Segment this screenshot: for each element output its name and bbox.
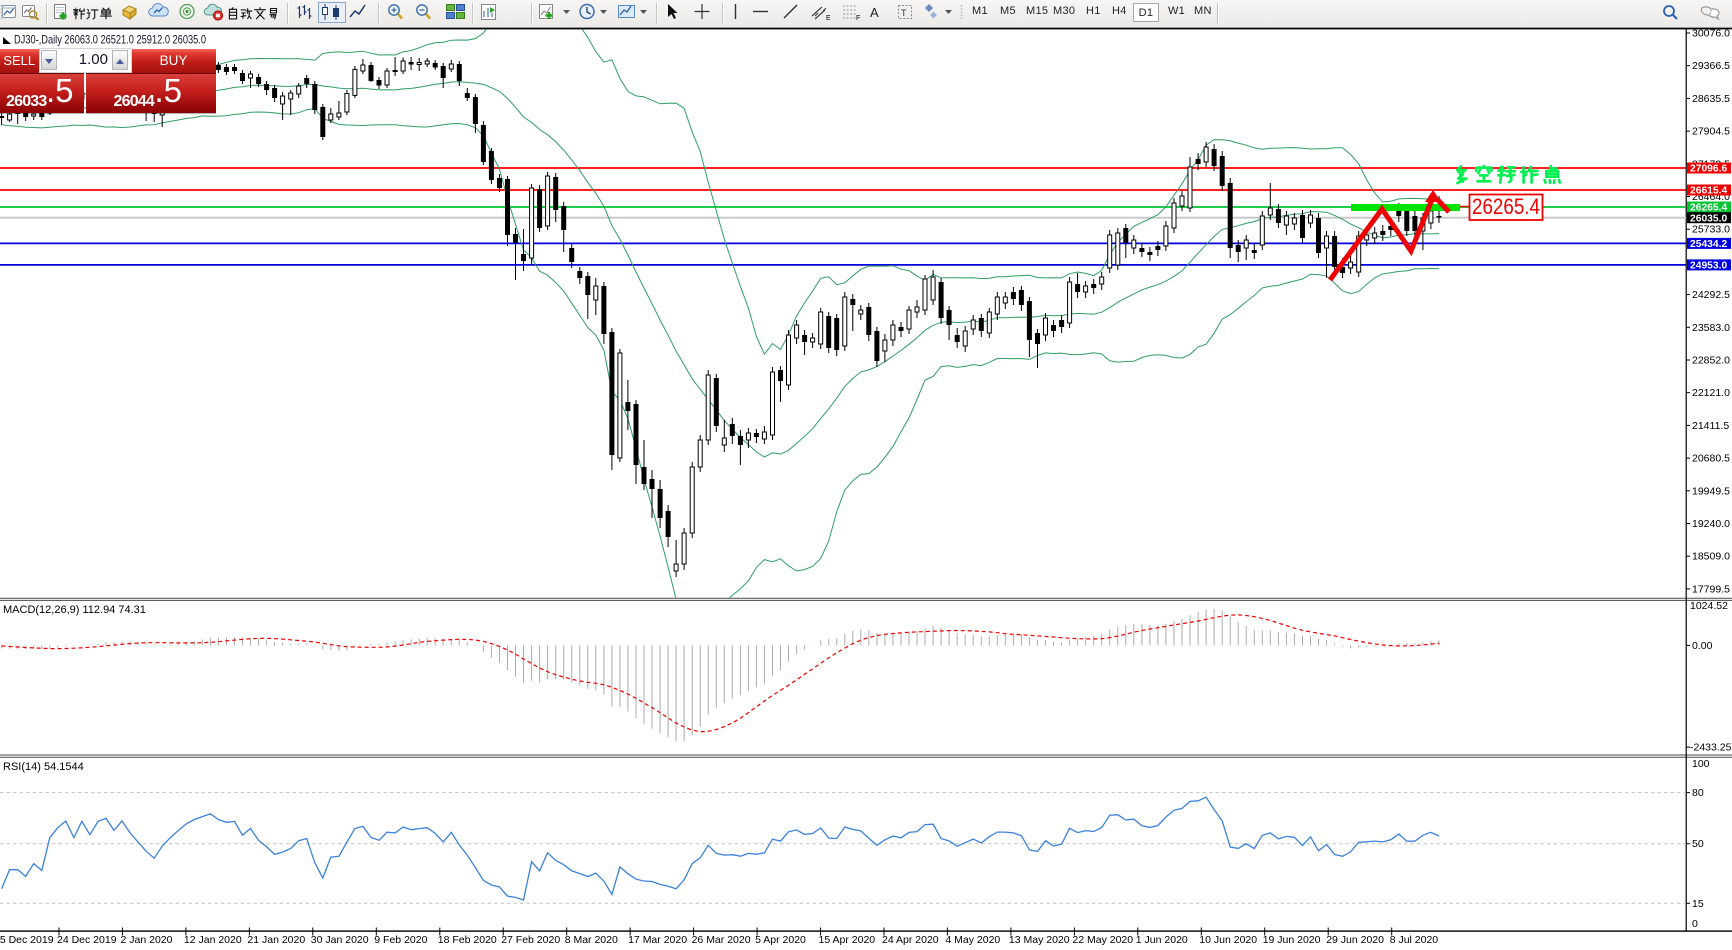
svg-text:0.00: 0.00 bbox=[1692, 640, 1713, 652]
svg-text:F: F bbox=[856, 15, 860, 22]
svg-text:13 May 2020: 13 May 2020 bbox=[1009, 934, 1070, 946]
svg-text:1 Jun 2020: 1 Jun 2020 bbox=[1136, 934, 1188, 946]
svg-text:22852.0: 22852.0 bbox=[1692, 355, 1730, 367]
svg-text:28635.5: 28635.5 bbox=[1692, 93, 1730, 105]
svg-text:26035.0: 26035.0 bbox=[1690, 213, 1727, 224]
svg-text:4 May 2020: 4 May 2020 bbox=[945, 934, 1000, 946]
svg-text:DJ30-,Daily 26063.0 26521.0 2: DJ30-,Daily 26063.0 26521.0 25912.0 2603… bbox=[14, 33, 206, 47]
svg-text:19 Jun 2020: 19 Jun 2020 bbox=[1263, 934, 1321, 946]
svg-text:26 Mar 2020: 26 Mar 2020 bbox=[692, 934, 751, 946]
svg-text:0: 0 bbox=[1692, 918, 1698, 930]
svg-text:MACD(12,26,9) 112.94 74.31: MACD(12,26,9) 112.94 74.31 bbox=[3, 604, 146, 616]
svg-text:24292.5: 24292.5 bbox=[1692, 289, 1730, 301]
svg-text:15 Dec 2019: 15 Dec 2019 bbox=[0, 934, 54, 946]
svg-text:2 Jan 2020: 2 Jan 2020 bbox=[121, 934, 173, 946]
svg-text:10 Jun 2020: 10 Jun 2020 bbox=[1199, 934, 1257, 946]
svg-text:30 Jan 2020: 30 Jan 2020 bbox=[311, 934, 369, 946]
svg-text:5 Apr 2020: 5 Apr 2020 bbox=[755, 934, 806, 946]
svg-text:18 Feb 2020: 18 Feb 2020 bbox=[438, 934, 497, 946]
svg-text:A: A bbox=[870, 5, 879, 20]
svg-text:19240.0: 19240.0 bbox=[1692, 518, 1730, 530]
svg-text:27 Feb 2020: 27 Feb 2020 bbox=[501, 934, 560, 946]
svg-text:21411.5: 21411.5 bbox=[1692, 420, 1729, 432]
svg-text:8 Jul 2020: 8 Jul 2020 bbox=[1390, 934, 1439, 946]
svg-text:17799.5: 17799.5 bbox=[1692, 583, 1730, 595]
svg-text:26265.4: 26265.4 bbox=[1690, 203, 1727, 214]
svg-text:27096.6: 27096.6 bbox=[1690, 164, 1727, 175]
svg-text:23583.0: 23583.0 bbox=[1692, 322, 1730, 334]
svg-text:26265.4: 26265.4 bbox=[1472, 194, 1540, 219]
svg-text:T: T bbox=[901, 8, 907, 18]
svg-text:22121.0: 22121.0 bbox=[1692, 387, 1730, 399]
svg-text:24 Dec 2019: 24 Dec 2019 bbox=[57, 934, 117, 946]
svg-text:15 Apr 2020: 15 Apr 2020 bbox=[819, 934, 876, 946]
svg-text:E: E bbox=[826, 15, 831, 22]
svg-text:27904.5: 27904.5 bbox=[1692, 126, 1730, 138]
svg-text:1024.52: 1024.52 bbox=[1690, 600, 1728, 612]
svg-text:RSI(14) 54.1544: RSI(14) 54.1544 bbox=[3, 761, 84, 773]
svg-text:24953.0: 24953.0 bbox=[1690, 261, 1727, 272]
svg-text:20680.5: 20680.5 bbox=[1692, 453, 1730, 465]
svg-text:50: 50 bbox=[1692, 838, 1704, 850]
svg-text:26615.4: 26615.4 bbox=[1690, 186, 1727, 197]
svg-text:22 May 2020: 22 May 2020 bbox=[1072, 934, 1133, 946]
svg-text:100: 100 bbox=[1692, 758, 1710, 770]
svg-text:29 Jun 2020: 29 Jun 2020 bbox=[1326, 934, 1384, 946]
svg-text:8 Mar 2020: 8 Mar 2020 bbox=[565, 934, 618, 946]
svg-text:25434.2: 25434.2 bbox=[1690, 239, 1727, 250]
svg-text:29366.5: 29366.5 bbox=[1692, 60, 1730, 72]
svg-text:12 Jan 2020: 12 Jan 2020 bbox=[184, 934, 242, 946]
svg-text:80: 80 bbox=[1692, 787, 1704, 799]
svg-text:24 Apr 2020: 24 Apr 2020 bbox=[882, 934, 939, 946]
svg-text:30076.0: 30076.0 bbox=[1692, 28, 1730, 40]
svg-text:25733.0: 25733.0 bbox=[1692, 224, 1730, 236]
svg-text:19949.5: 19949.5 bbox=[1692, 485, 1730, 497]
svg-text:17 Mar 2020: 17 Mar 2020 bbox=[628, 934, 687, 946]
svg-text:-2433.25: -2433.25 bbox=[1690, 742, 1732, 754]
svg-text:18509.0: 18509.0 bbox=[1692, 551, 1730, 563]
svg-text:21 Jan 2020: 21 Jan 2020 bbox=[247, 934, 305, 946]
svg-text:9 Feb 2020: 9 Feb 2020 bbox=[374, 934, 427, 946]
svg-text:15: 15 bbox=[1692, 898, 1704, 910]
